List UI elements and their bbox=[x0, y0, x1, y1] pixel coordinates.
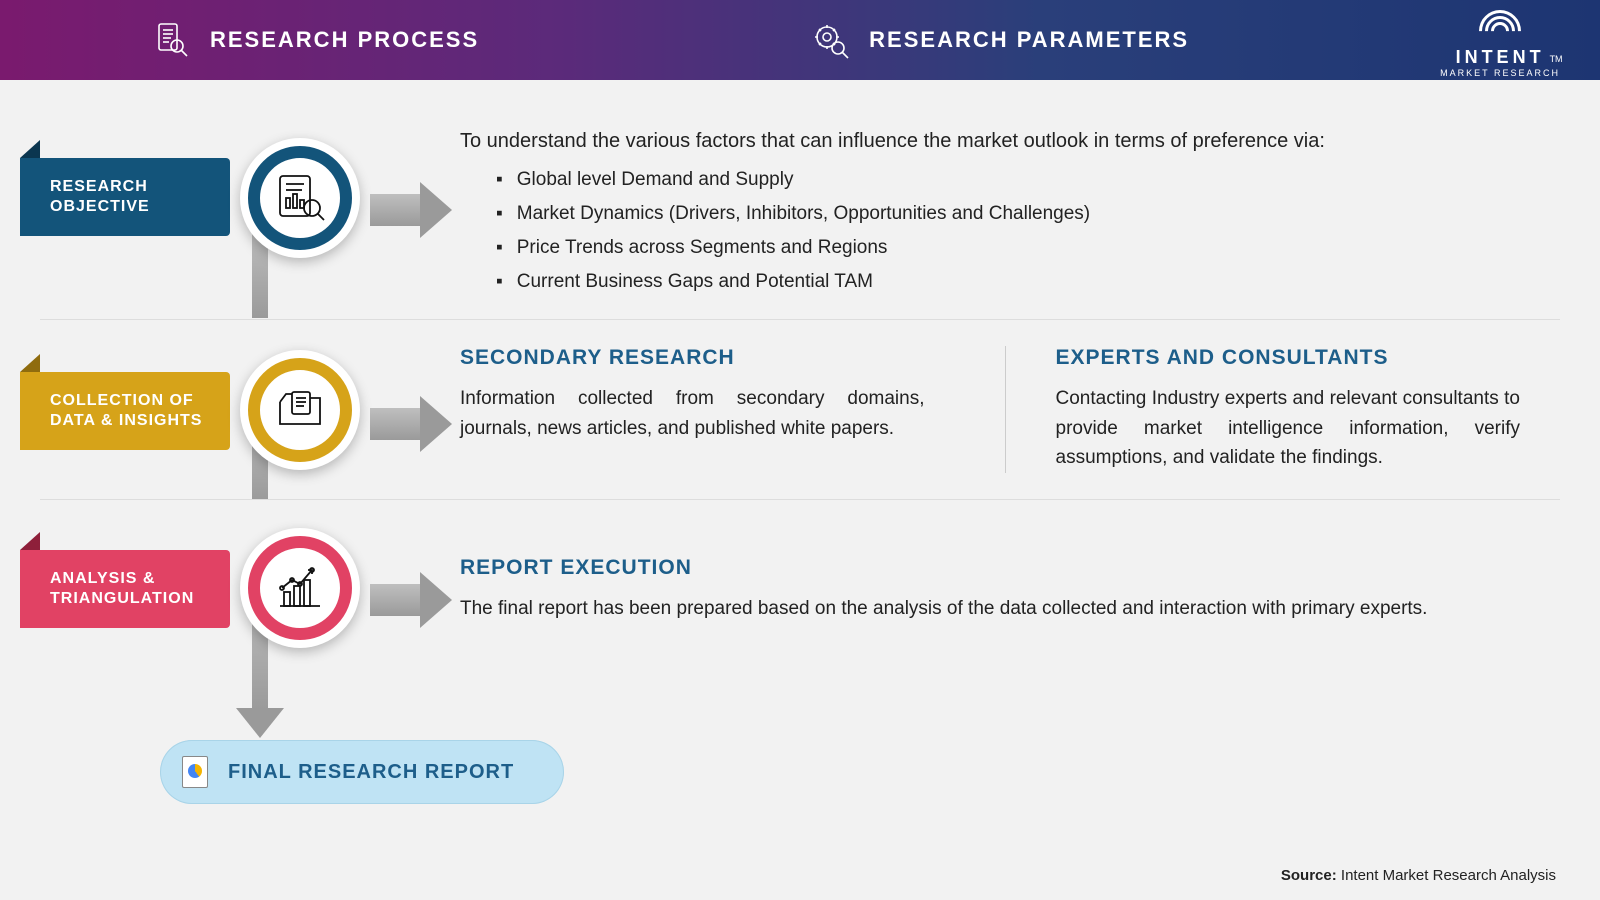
step-content: REPORT EXECUTION The final report has be… bbox=[460, 536, 1560, 643]
content-area: RESEARCH OBJECTIVE To understand the var… bbox=[0, 80, 1600, 679]
bullet-item: Current Business Gaps and Potential TAM bbox=[496, 265, 1550, 299]
bullet-item: Price Trends across Segments and Regions bbox=[496, 231, 1550, 265]
bullet-list: Global level Demand and Supply Market Dy… bbox=[460, 163, 1550, 299]
column-heading: SECONDARY RESEARCH bbox=[460, 346, 925, 370]
step-label: RESEARCH OBJECTIVE bbox=[50, 177, 230, 217]
intro-text: To understand the various factors that c… bbox=[460, 130, 1550, 153]
step-node bbox=[240, 350, 360, 470]
arrow-right-icon bbox=[370, 182, 452, 238]
step-banner: RESEARCH OBJECTIVE bbox=[20, 158, 230, 236]
header-section-process: RESEARCH PROCESS bbox=[150, 19, 479, 61]
step-content: To understand the various factors that c… bbox=[460, 110, 1560, 319]
column-body: Information collected from secondary dom… bbox=[460, 384, 925, 443]
step-label: COLLECTION OF DATA & INSIGHTS bbox=[50, 391, 230, 431]
logo-tm: TM bbox=[1550, 54, 1563, 64]
report-search-icon bbox=[272, 170, 328, 226]
step-content: SECONDARY RESEARCH Information collected… bbox=[460, 326, 1560, 492]
report-document-icon bbox=[182, 756, 208, 788]
header-bar: RESEARCH PROCESS RESEARCH PARAMETERS INT… bbox=[0, 0, 1600, 80]
section-heading: REPORT EXECUTION bbox=[460, 556, 1550, 580]
final-report-pill: FINAL RESEARCH REPORT bbox=[160, 740, 564, 804]
arrow-right-icon bbox=[370, 572, 452, 628]
header-process-title: RESEARCH PROCESS bbox=[210, 27, 479, 53]
step-label: ANALYSIS & TRIANGULATION bbox=[50, 569, 230, 609]
step-node bbox=[240, 528, 360, 648]
column-body: Contacting Industry experts and relevant… bbox=[1056, 384, 1521, 472]
logo-line2: MARKET RESEARCH bbox=[1440, 68, 1560, 78]
document-magnify-icon bbox=[150, 19, 192, 61]
arrow-right-icon bbox=[370, 396, 452, 452]
step-banner: ANALYSIS & TRIANGULATION bbox=[20, 550, 230, 628]
arrow-down-icon bbox=[236, 708, 284, 738]
step-node bbox=[240, 138, 360, 258]
column-experts-consultants: EXPERTS AND CONSULTANTS Contacting Indus… bbox=[1005, 346, 1551, 472]
column-secondary-research: SECONDARY RESEARCH Information collected… bbox=[460, 346, 955, 472]
gear-magnify-icon bbox=[809, 19, 851, 61]
column-heading: EXPERTS AND CONSULTANTS bbox=[1056, 346, 1521, 370]
final-report-label: FINAL RESEARCH REPORT bbox=[228, 761, 514, 784]
folder-document-icon bbox=[272, 382, 328, 438]
section-body: The final report has been prepared based… bbox=[460, 594, 1550, 623]
step-analysis-triangulation: ANALYSIS & TRIANGULATION REPORT EXECUTIO… bbox=[40, 499, 1560, 679]
bullet-item: Market Dynamics (Drivers, Inhibitors, Op… bbox=[496, 197, 1550, 231]
bullet-item: Global level Demand and Supply bbox=[496, 163, 1550, 197]
brand-logo: INTENT TM MARKET RESEARCH bbox=[1440, 8, 1560, 78]
header-section-params: RESEARCH PARAMETERS bbox=[809, 19, 1189, 61]
source-text: Intent Market Research Analysis bbox=[1337, 867, 1556, 884]
step-research-objective: RESEARCH OBJECTIVE To understand the var… bbox=[40, 110, 1560, 319]
analytics-chart-icon bbox=[272, 560, 328, 616]
logo-line1: INTENT bbox=[1456, 48, 1545, 66]
step-banner: COLLECTION OF DATA & INSIGHTS bbox=[20, 372, 230, 450]
source-prefix: Source: bbox=[1281, 867, 1337, 884]
step-collection-data: COLLECTION OF DATA & INSIGHTS SECONDARY … bbox=[40, 319, 1560, 499]
header-params-title: RESEARCH PARAMETERS bbox=[869, 27, 1189, 53]
source-attribution: Source: Intent Market Research Analysis bbox=[1281, 867, 1556, 884]
logo-arcs-icon bbox=[1470, 8, 1530, 48]
